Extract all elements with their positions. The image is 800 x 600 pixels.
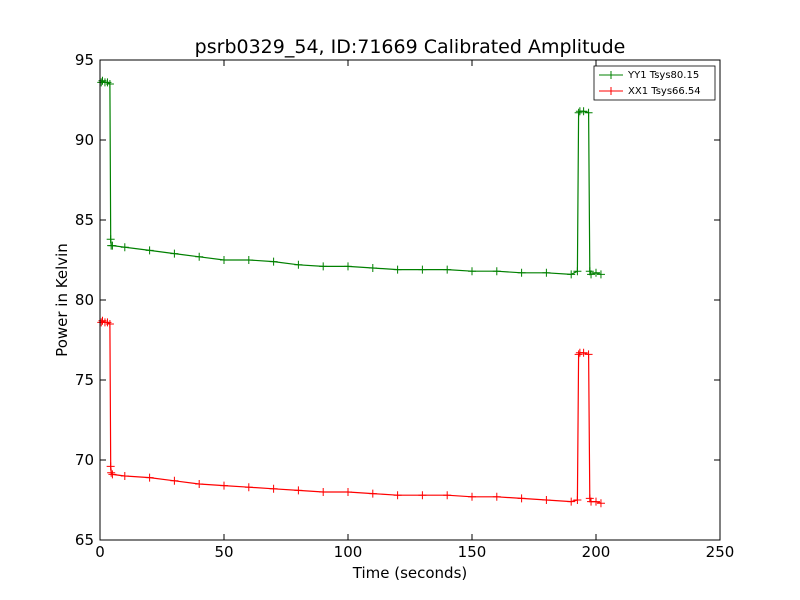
plot-frame bbox=[99, 59, 721, 541]
legend-label-xx1: XX1 Tsys66.54 bbox=[628, 86, 701, 97]
series-layer bbox=[97, 76, 605, 508]
legend-box bbox=[593, 65, 716, 101]
data-point-xx1 bbox=[418, 491, 427, 500]
y-tick-label: 80 bbox=[75, 291, 94, 309]
data-point-yy1 bbox=[319, 262, 328, 271]
data-point-xx1 bbox=[294, 486, 303, 495]
data-point-yy1 bbox=[542, 268, 551, 277]
data-point-yy1 bbox=[344, 262, 352, 271]
data-point-xx1 bbox=[344, 488, 352, 496]
legend: YY1 Tsys80.15 XX1 Tsys66.54 bbox=[593, 65, 716, 101]
data-point-yy1 bbox=[567, 270, 576, 279]
data-point-xx1 bbox=[574, 350, 583, 359]
data-point-xx1 bbox=[108, 470, 117, 479]
data-point-yy1 bbox=[574, 108, 583, 117]
legend-marker-xx1 bbox=[607, 87, 615, 95]
data-point-xx1 bbox=[145, 473, 154, 482]
data-point-yy1 bbox=[269, 257, 278, 266]
data-point-xx1 bbox=[542, 496, 551, 504]
data-point-xx1 bbox=[517, 494, 526, 503]
data-point-xx1 bbox=[592, 497, 600, 506]
data-point-xx1 bbox=[573, 496, 582, 504]
data-point-yy1 bbox=[393, 265, 402, 274]
y-axis-label: Power in Kelvin bbox=[53, 243, 71, 357]
data-point-xx1 bbox=[584, 350, 593, 359]
data-point-yy1 bbox=[108, 241, 117, 250]
x-tick-label: 0 bbox=[95, 543, 105, 561]
data-point-xx1 bbox=[120, 472, 129, 480]
data-point-yy1 bbox=[368, 264, 377, 272]
data-point-xx1 bbox=[220, 481, 228, 490]
data-point-yy1 bbox=[585, 267, 594, 276]
x-tick-label: 200 bbox=[582, 543, 611, 561]
data-point-xx1 bbox=[170, 476, 179, 485]
data-point-yy1 bbox=[145, 246, 154, 255]
data-point-yy1 bbox=[244, 256, 253, 264]
y-tick-label: 85 bbox=[75, 211, 94, 229]
data-point-yy1 bbox=[596, 270, 605, 279]
y-tick-label: 90 bbox=[75, 131, 94, 149]
data-point-yy1 bbox=[120, 243, 129, 252]
ticks-layer: 0 50 100 150 200 250 65 70 75 80 85 90 95 bbox=[75, 51, 734, 561]
data-point-xx1 bbox=[269, 484, 278, 493]
data-point-xx1 bbox=[596, 499, 605, 508]
x-tick-label: 100 bbox=[334, 543, 363, 561]
data-point-yy1 bbox=[220, 256, 228, 264]
data-point-yy1 bbox=[573, 267, 582, 276]
data-point-yy1 bbox=[170, 249, 179, 258]
data-point-xx1 bbox=[319, 488, 328, 496]
data-point-yy1 bbox=[195, 252, 204, 261]
data-point-yy1 bbox=[587, 270, 596, 279]
data-point-yy1 bbox=[584, 108, 593, 117]
y-tick-label: 70 bbox=[75, 451, 94, 469]
chart-title: psrb0329_54, ID:71669 Calibrated Amplitu… bbox=[195, 36, 626, 58]
data-point-xx1 bbox=[579, 348, 588, 357]
data-point-xx1 bbox=[195, 480, 204, 488]
y-tick-label: 65 bbox=[75, 531, 94, 549]
legend-marker-yy1 bbox=[607, 71, 615, 79]
data-point-xx1 bbox=[443, 491, 452, 500]
data-point-xx1 bbox=[244, 483, 253, 492]
data-point-yy1 bbox=[418, 265, 427, 274]
data-point-yy1 bbox=[579, 107, 588, 116]
data-point-yy1 bbox=[105, 80, 114, 88]
data-point-xx1 bbox=[105, 320, 114, 328]
x-tick-label: 150 bbox=[458, 543, 487, 561]
data-point-yy1 bbox=[294, 260, 303, 269]
data-point-xx1 bbox=[393, 491, 402, 500]
data-point-yy1 bbox=[517, 268, 526, 277]
data-point-yy1 bbox=[443, 265, 452, 274]
y-tick-label: 95 bbox=[75, 51, 94, 69]
x-tick-label: 250 bbox=[706, 543, 735, 561]
x-axis-label: Time (seconds) bbox=[352, 564, 468, 582]
data-point-xx1 bbox=[468, 492, 476, 501]
data-point-yy1 bbox=[468, 267, 476, 276]
data-point-xx1 bbox=[107, 468, 116, 477]
plot-background bbox=[100, 60, 720, 540]
x-tick-label: 50 bbox=[214, 543, 233, 561]
data-point-yy1 bbox=[492, 267, 501, 276]
data-point-xx1 bbox=[492, 492, 501, 501]
data-point-yy1 bbox=[592, 268, 600, 277]
y-tick-label: 75 bbox=[75, 371, 94, 389]
data-point-xx1 bbox=[567, 497, 576, 506]
data-point-xx1 bbox=[368, 489, 377, 498]
data-point-xx1 bbox=[585, 494, 594, 503]
legend-label-yy1: YY1 Tsys80.15 bbox=[627, 70, 699, 81]
